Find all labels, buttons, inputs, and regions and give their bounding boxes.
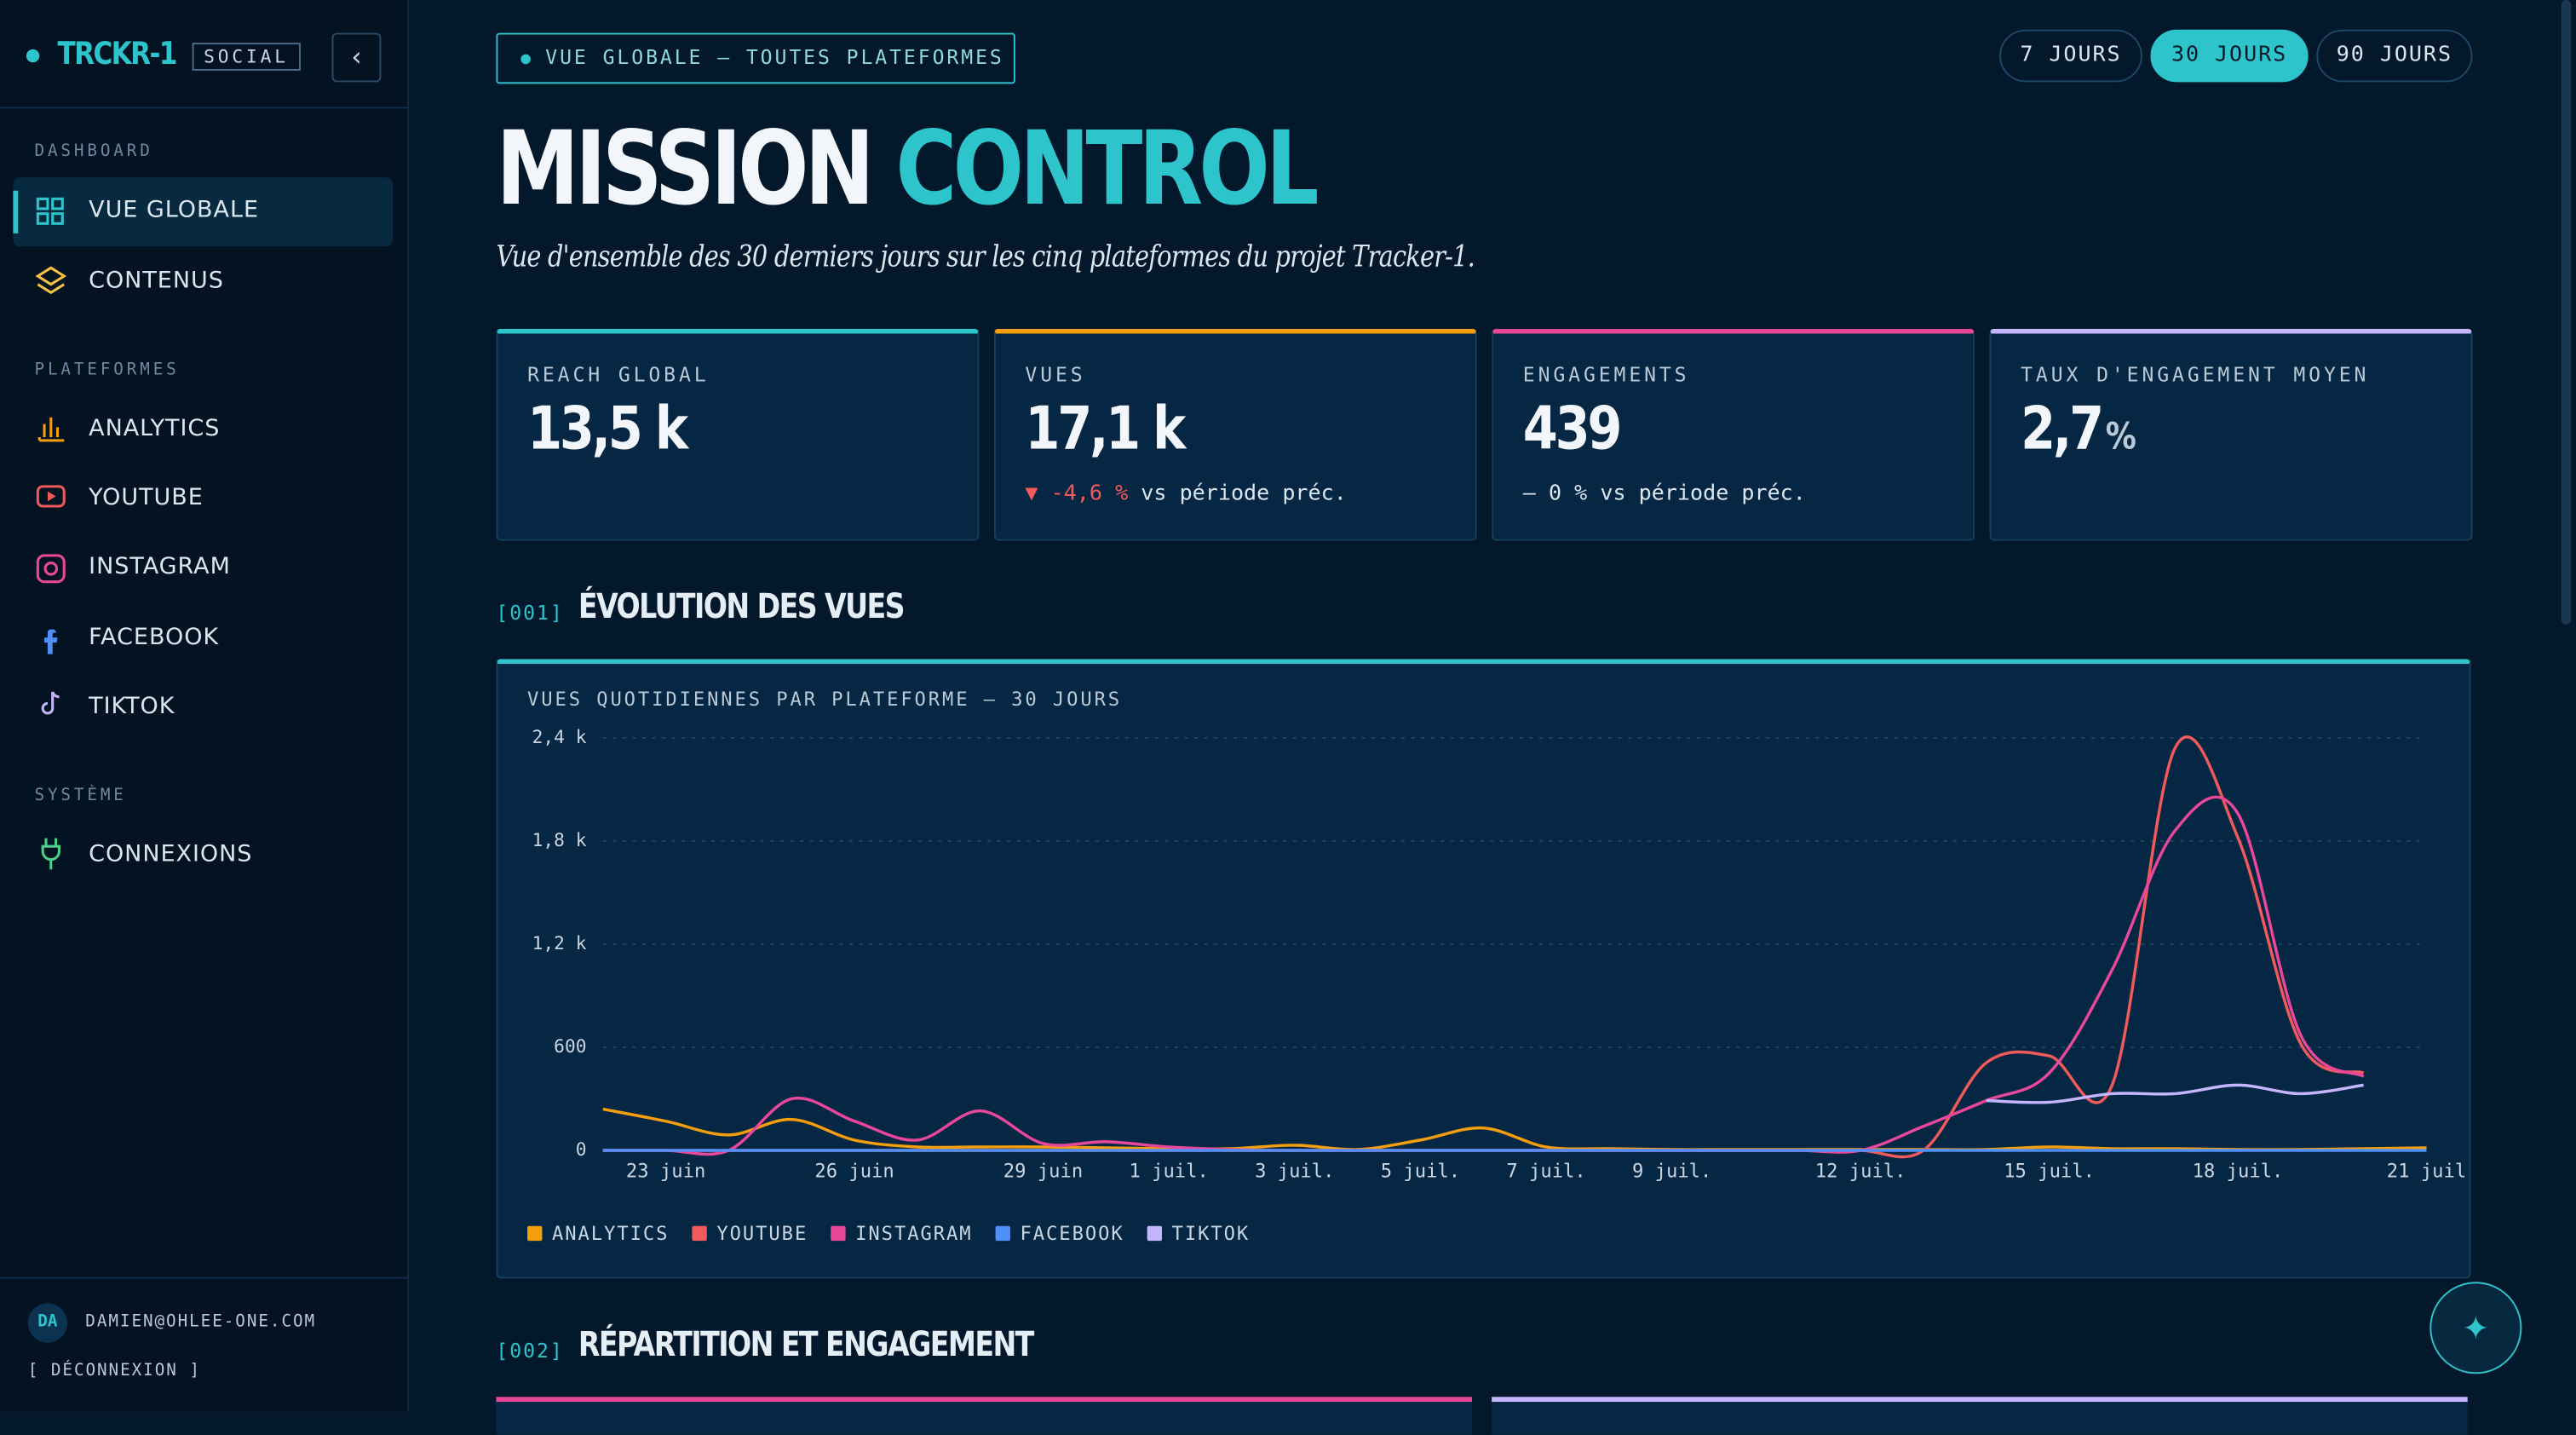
collapse-button[interactable]: ‹	[331, 32, 382, 83]
kpi-label: TAUX D'ENGAGEMENT MOYEN	[2021, 363, 2370, 387]
kpi-delta: ▼ -4,6 %	[1025, 481, 1129, 506]
kpi-value: 439	[1522, 395, 1623, 464]
title-a: MISSION	[496, 108, 874, 229]
y-tick-label: 1,2 k	[532, 933, 587, 954]
nav-icons	[35, 197, 67, 870]
legend-label: INSTAGRAM	[855, 1223, 972, 1245]
pill-text: VUE GLOBALE — TOUTES PLATEFORMES	[545, 45, 1004, 69]
kpi-card: ENGAGEMENTS 439 — 0 % vs période préc.	[1492, 328, 1975, 541]
kpi-card: VUES 17,1 k ▼ -4,6 % vs période préc.	[993, 328, 1477, 541]
chart-title: VUES QUOTIDIENNES PAR PLATEFORME — 30 JO…	[527, 689, 1122, 711]
legend-swatch	[692, 1225, 707, 1242]
series-line	[1986, 1083, 2364, 1104]
legend-swatch	[527, 1225, 543, 1242]
legend-swatch	[831, 1225, 846, 1242]
range-button[interactable]: 90 JOURS	[2316, 29, 2473, 83]
avatar: DA	[27, 1303, 68, 1343]
kpi-number: 2,7	[2021, 395, 2104, 464]
kpi-card: REACH GLOBAL 13,5 k	[496, 328, 980, 541]
nav-item[interactable]: TIKTOK	[89, 693, 175, 720]
x-tick-label: 23 juin	[626, 1161, 705, 1183]
x-tick-label: 1 juil.	[1129, 1161, 1208, 1183]
kpi-label: REACH GLOBAL	[527, 363, 710, 387]
section-title: RÉPARTITION ET ENGAGEMENT	[578, 1324, 1034, 1364]
legend-label: TIKTOK	[1172, 1223, 1251, 1245]
section-title: PLATEFORMES	[34, 361, 180, 380]
legend-label: YOUTUBE	[716, 1223, 808, 1245]
x-tick-label: 26 juin	[814, 1161, 894, 1183]
nav-item[interactable]: FACEBOOK	[89, 624, 220, 651]
x-tick-label: 7 juil.	[1506, 1161, 1585, 1183]
x-tick-label: 21 juil	[2387, 1161, 2466, 1183]
context-pill: VUE GLOBALE — TOUTES PLATEFORMES	[496, 32, 1015, 84]
kpi-delta-row: — 0 % vs période préc.	[1523, 481, 1806, 506]
x-tick-label: 5 juil.	[1381, 1161, 1460, 1183]
y-tick-label: 1,8 k	[532, 830, 587, 851]
x-tick-label: 12 juil.	[1815, 1161, 1906, 1183]
section-title: DASHBOARD	[34, 142, 153, 161]
nav-item[interactable]: CONNEXIONS	[89, 841, 253, 868]
y-tick-label: 2,4 k	[532, 727, 587, 748]
scrollbar	[2561, 0, 2572, 625]
range-button[interactable]: 7 JOURS	[1999, 29, 2142, 83]
sidebar: TRCKR-1 SOCIAL ‹ DASHBOARD VUE GLOBALE C…	[0, 0, 410, 1412]
active-bg	[13, 177, 393, 247]
section-title: SYSTÈME	[34, 787, 127, 805]
nav-item[interactable]: INSTAGRAM	[89, 553, 231, 580]
status-dot	[26, 49, 40, 63]
active-bar	[13, 190, 19, 233]
brand: TRCKR-1	[57, 36, 177, 72]
divider	[0, 1277, 408, 1279]
badge: SOCIAL	[192, 43, 301, 71]
kpi-delta-row: ▼ -4,6 % vs période préc.	[1025, 481, 1346, 506]
nav-item[interactable]: CONTENUS	[89, 268, 224, 295]
section-num: [001]	[496, 601, 564, 625]
x-tick-label: 3 juil.	[1255, 1161, 1334, 1183]
y-tick-label: 600	[554, 1036, 586, 1058]
y-tick-label: 0	[576, 1139, 587, 1161]
range-button-active[interactable]: 30 JOURS	[2150, 29, 2309, 83]
pill-dot	[520, 54, 531, 65]
kpi-unit: %	[2105, 417, 2136, 459]
kpi-value: 2,7%	[2021, 395, 2136, 464]
logout[interactable]: [ DÉCONNEXION ]	[27, 1362, 201, 1380]
kpi-label: ENGAGEMENTS	[1522, 363, 1690, 387]
nav-item[interactable]: ANALYTICS	[89, 415, 221, 442]
x-tick-label: 15 juil.	[2004, 1161, 2095, 1183]
kpi-note: vs période préc.	[1600, 481, 1806, 506]
series-line	[602, 1107, 2427, 1151]
nav-item[interactable]: YOUTUBE	[89, 484, 204, 511]
section-num: [002]	[496, 1339, 564, 1363]
x-tick-label: 18 juil.	[2193, 1161, 2284, 1183]
nav-item[interactable]: VUE GLOBALE	[89, 197, 259, 224]
legend-label: ANALYTICS	[552, 1223, 669, 1245]
kpi-label: VUES	[1025, 363, 1086, 387]
kpi-value: 17,1 k	[1025, 395, 1186, 464]
kpi-note: vs période préc.	[1141, 481, 1347, 506]
kpi-value: 13,5 k	[527, 395, 688, 464]
kpi-card: TAUX D'ENGAGEMENT MOYEN 2,7%	[1989, 328, 2473, 541]
section-title: ÉVOLUTION DES VUES	[578, 586, 906, 626]
chart-card	[496, 659, 2471, 1279]
x-tick-label: 9 juil.	[1632, 1161, 1711, 1183]
subtitle: Vue d'ensemble des 30 derniers jours sur…	[496, 239, 1475, 275]
assistant-button[interactable]: ✦	[2429, 1282, 2522, 1374]
user-email: DAMIEN@OHLEE-ONE.COM	[85, 1312, 317, 1332]
x-tick-label: 29 juin	[1003, 1161, 1083, 1183]
legend-label: FACEBOOK	[1021, 1223, 1124, 1245]
legend-swatch	[995, 1225, 1010, 1242]
legend-swatch	[1147, 1225, 1163, 1242]
kpi-delta: — 0 %	[1522, 481, 1588, 506]
title-b: CONTROL	[895, 108, 1319, 229]
divider	[0, 107, 408, 109]
page-title: MISSION CONTROL	[496, 108, 1319, 229]
